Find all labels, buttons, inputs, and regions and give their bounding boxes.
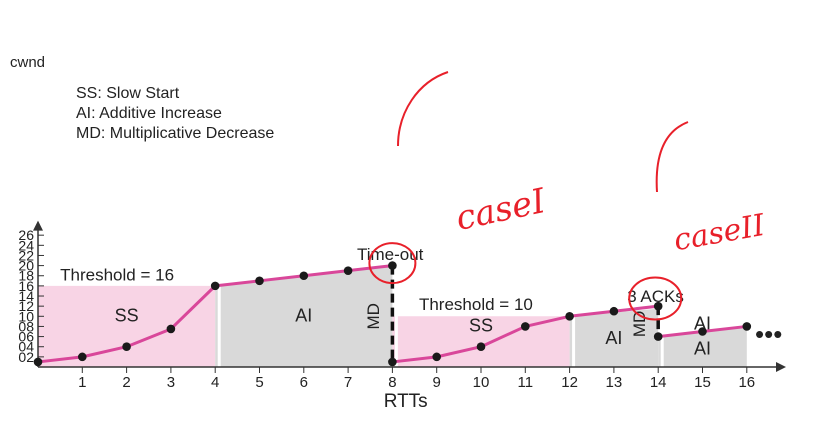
case2-circle bbox=[628, 276, 683, 321]
x-tick-label-8: 8 bbox=[388, 374, 396, 391]
data-point-1 bbox=[78, 352, 87, 362]
data-point-14 bbox=[609, 306, 619, 316]
data-point-16 bbox=[653, 332, 663, 341]
data-point-0 bbox=[33, 357, 43, 367]
y-tick-label-10: 10 bbox=[18, 308, 34, 324]
annotation-3: 3 ACKs bbox=[627, 287, 684, 306]
case2-pointer-stroke bbox=[655, 121, 689, 193]
data-point-10 bbox=[432, 352, 442, 362]
data-point-8 bbox=[388, 261, 397, 270]
region-label-3: AI bbox=[605, 328, 622, 348]
region-label-0: SS bbox=[115, 305, 139, 325]
legend-entry-0: SS: Slow Start bbox=[76, 85, 180, 102]
y-tick-label-14: 14 bbox=[18, 288, 34, 304]
y-axis-arrow bbox=[33, 220, 43, 231]
handwritten-label-0: caseI bbox=[452, 181, 549, 239]
data-point-9 bbox=[388, 357, 397, 367]
region-ai-4 bbox=[658, 326, 747, 367]
y-tick-label-02: 02 bbox=[18, 349, 34, 365]
x-tick-label-15: 15 bbox=[694, 374, 711, 391]
y-tick-label-16: 16 bbox=[18, 278, 34, 294]
data-point-3 bbox=[166, 324, 176, 334]
x-tick-label-10: 10 bbox=[473, 374, 490, 391]
y-tick-label-20: 20 bbox=[18, 258, 34, 274]
x-tick-label-4: 4 bbox=[211, 374, 219, 391]
y-tick-label-12: 12 bbox=[18, 298, 34, 314]
case1-pointer-stroke bbox=[397, 71, 449, 147]
extra-label-0: AI bbox=[694, 313, 711, 333]
data-point-15 bbox=[653, 301, 663, 311]
x-axis-label: RTTs bbox=[384, 391, 428, 412]
handwritten-label-1: caseII bbox=[671, 208, 768, 259]
data-point-2 bbox=[122, 342, 131, 352]
drop-label-0: MD bbox=[364, 303, 383, 329]
y-tick-label-06: 06 bbox=[18, 329, 34, 345]
x-axis-arrow bbox=[776, 362, 786, 372]
data-point-17 bbox=[698, 327, 707, 336]
x-tick-label-16: 16 bbox=[738, 374, 755, 391]
x-tick-label-12: 12 bbox=[561, 374, 578, 391]
case1-circle bbox=[368, 242, 417, 285]
y-axis-label: cwnd bbox=[10, 54, 45, 71]
region-label-2: SS bbox=[469, 316, 493, 336]
region-ai-1 bbox=[215, 265, 393, 367]
ellipsis-dots: ••• bbox=[755, 319, 782, 349]
x-tick-label-3: 3 bbox=[167, 374, 175, 391]
data-point-11 bbox=[476, 342, 486, 352]
legend-entry-1: AI: Additive Increase bbox=[76, 105, 222, 122]
x-tick-label-5: 5 bbox=[255, 374, 263, 391]
y-tick-label-08: 08 bbox=[18, 318, 34, 334]
y-tick-label-24: 24 bbox=[18, 237, 34, 253]
y-tick-label-22: 22 bbox=[18, 247, 34, 263]
region-ss-0 bbox=[38, 285, 216, 367]
x-tick-label-6: 6 bbox=[300, 374, 308, 391]
annotation-1: Time-out bbox=[357, 245, 424, 264]
x-tick-label-9: 9 bbox=[433, 374, 441, 391]
legend-entry-2: MD: Multiplicative Decrease bbox=[76, 125, 274, 142]
x-tick-label-11: 11 bbox=[518, 374, 534, 391]
y-tick-label-18: 18 bbox=[18, 268, 34, 284]
y-tick-label-04: 04 bbox=[18, 339, 34, 355]
annotation-0: Threshold = 16 bbox=[60, 265, 174, 284]
x-tick-label-1: 1 bbox=[78, 374, 86, 391]
x-tick-label-13: 13 bbox=[606, 374, 623, 391]
data-point-6 bbox=[299, 271, 309, 281]
region-label-4: AI bbox=[694, 338, 711, 358]
data-point-18 bbox=[742, 322, 752, 331]
y-tick-label-26: 26 bbox=[18, 227, 34, 243]
x-tick-label-7: 7 bbox=[344, 374, 352, 391]
data-point-5 bbox=[255, 276, 264, 286]
data-point-12 bbox=[521, 322, 530, 331]
x-tick-label-2: 2 bbox=[122, 374, 130, 391]
data-point-4 bbox=[210, 281, 220, 291]
region-ai-3 bbox=[569, 308, 659, 367]
annotation-2: Threshold = 10 bbox=[419, 295, 533, 314]
data-point-13 bbox=[565, 312, 574, 321]
x-tick-label-14: 14 bbox=[650, 374, 667, 391]
data-point-7 bbox=[343, 266, 353, 275]
region-label-1: AI bbox=[295, 305, 312, 325]
